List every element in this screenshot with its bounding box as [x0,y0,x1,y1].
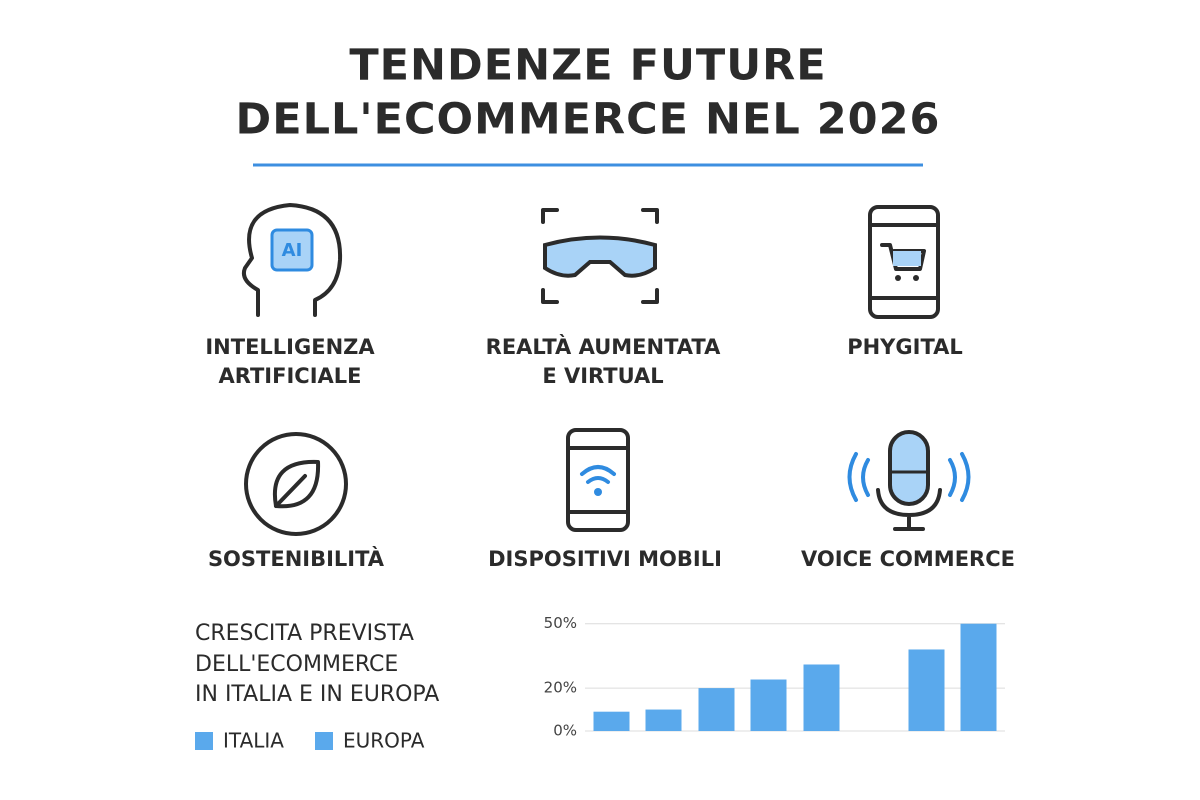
icon-leaf [244,432,348,536]
bar [960,623,997,731]
y-tick-label: 0% [553,722,577,740]
y-tick-label: 20% [544,679,577,697]
trend-label: PHYGITAL [847,335,963,359]
trend-label: INTELLIGENZA [205,335,375,359]
bar [645,709,682,731]
trend-label: VOICE COMMERCE [801,547,1015,571]
trend-label: SOSTENIBILITÀ [208,546,385,571]
title: TENDENZE FUTURE [349,41,826,91]
icon-ai: AI [241,203,343,317]
icon-mobile [566,428,630,532]
trend-label: DISPOSITIVI MOBILI [488,547,722,571]
icon-phygital [868,205,940,319]
chart-title: DELL'ECOMMERCE [195,652,398,677]
icon-vr [541,208,659,304]
legend-label: ITALIA [223,729,284,753]
bar [803,664,840,731]
legend-label: EUROPA [343,729,425,753]
trend-label: ARTIFICIALE [219,364,362,388]
icon-text: AI [282,240,303,261]
y-tick-label: 50% [544,614,577,632]
bar [698,688,735,731]
bar [908,649,945,731]
bar [593,711,630,731]
legend-swatch [315,732,333,750]
trend-label: E VIRTUAL [542,364,663,388]
icon-mic [847,430,971,531]
legend-swatch [195,732,213,750]
chart-title: CRESCITA PREVISTA [195,621,414,646]
bar [750,679,787,731]
title: DELL'ECOMMERCE NEL 2026 [236,95,941,145]
chart-title: IN ITALIA E IN EUROPA [195,682,439,707]
trend-label: REALTÀ AUMENTATA [486,334,721,359]
